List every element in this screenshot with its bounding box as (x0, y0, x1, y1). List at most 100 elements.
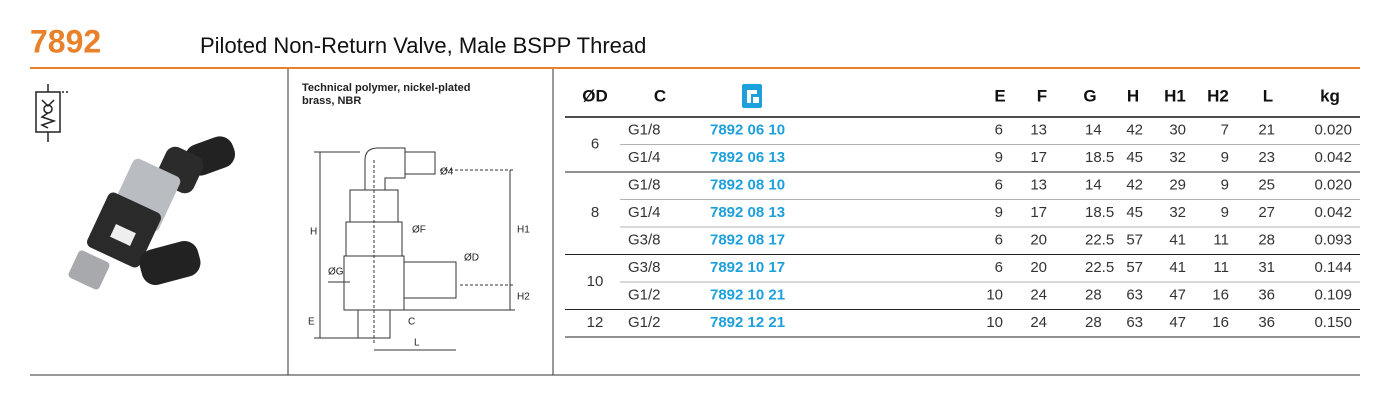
table-cell: G1/2 (628, 314, 661, 331)
table-cell: 14 (1085, 122, 1102, 139)
order-code: 7892 06 13 (710, 149, 785, 166)
table-cell: 29 (1169, 177, 1186, 194)
order-code: 7892 08 10 (710, 177, 785, 194)
table-cell: 6 (995, 122, 1003, 139)
table-cell: 20 (1030, 232, 1047, 249)
table-cell: 24 (1030, 287, 1047, 304)
table-cell: 0.020 (1314, 177, 1352, 194)
table-cell: 32 (1169, 149, 1186, 166)
table-cell: G1/8 (628, 177, 661, 194)
order-code: 7892 08 13 (710, 204, 785, 221)
product-code: 7892 (30, 23, 101, 59)
technical-drawing (314, 147, 515, 351)
table-cell: 9 (1221, 149, 1229, 166)
table-cell: 13 (1030, 122, 1047, 139)
table-cell: 16 (1212, 314, 1229, 331)
dimension-label: C (408, 317, 415, 328)
od-cell: 8 (591, 204, 599, 221)
column-header: E (994, 86, 1005, 105)
order-code: 7892 10 21 (710, 287, 785, 304)
table-cell: 57 (1126, 232, 1143, 249)
table-cell: G3/8 (628, 232, 661, 249)
table-cell: 0.144 (1314, 259, 1352, 276)
order-code: 7892 06 10 (710, 122, 785, 139)
table-cell: 31 (1258, 259, 1275, 276)
order-code: 7892 12 21 (710, 314, 785, 331)
table-cell: 28 (1085, 314, 1102, 331)
column-header: C (654, 86, 666, 105)
column-header: ØD (582, 86, 608, 105)
table-cell: 9 (995, 204, 1003, 221)
table-cell: 36 (1258, 287, 1275, 304)
dimension-label: ØF (412, 225, 426, 236)
table-cell: G1/4 (628, 204, 661, 221)
table-cell: 24 (1030, 314, 1047, 331)
table-cell: 45 (1126, 204, 1143, 221)
table-cell: 6 (995, 232, 1003, 249)
table-cell: 28 (1258, 232, 1275, 249)
dimension-label: H1 (517, 225, 530, 236)
table-cell: 6 (995, 259, 1003, 276)
column-header: H1 (1164, 86, 1186, 105)
order-code: 7892 08 17 (710, 232, 785, 249)
code-column-icon (742, 84, 762, 108)
table-cell: 47 (1169, 314, 1186, 331)
table-cell: 32 (1169, 204, 1186, 221)
table-cell: 30 (1169, 122, 1186, 139)
column-header: H2 (1207, 86, 1229, 105)
material-line: Technical polymer, nickel-plated (302, 82, 471, 94)
column-header: H (1127, 86, 1139, 105)
table-cell: 0.109 (1314, 287, 1352, 304)
od-cell: 6 (591, 135, 599, 152)
table-cell: 17 (1030, 149, 1047, 166)
table-cell: 36 (1258, 314, 1275, 331)
table-cell: 0.042 (1314, 204, 1352, 221)
table-cell: 10 (986, 314, 1003, 331)
table-cell: 11 (1213, 259, 1229, 276)
column-header: L (1263, 86, 1273, 105)
table-cell: 7 (1221, 122, 1229, 139)
table-cell: 9 (1221, 177, 1229, 194)
dimension-label: L (414, 338, 420, 349)
table-cell: 0.042 (1314, 149, 1352, 166)
dimension-label: E (308, 317, 315, 328)
dimension-label: H2 (517, 292, 530, 303)
table-cell: G1/8 (628, 122, 661, 139)
table-cell: 17 (1030, 204, 1047, 221)
table-cell: 16 (1212, 287, 1229, 304)
product-title: Piloted Non-Return Valve, Male BSPP Thre… (200, 33, 646, 58)
column-header: G (1083, 86, 1096, 105)
dimension-label: ØG (328, 267, 344, 278)
table-cell: 27 (1258, 204, 1275, 221)
table-cell: 28 (1085, 287, 1102, 304)
od-cell: 12 (587, 314, 604, 331)
table-cell: 45 (1126, 149, 1143, 166)
dimension-label: H (310, 227, 317, 238)
table-cell: 6 (995, 177, 1003, 194)
column-header: F (1037, 86, 1047, 105)
material-line: brass, NBR (302, 95, 361, 107)
table-cell: 20 (1030, 259, 1047, 276)
table-cell: 22.5 (1085, 232, 1114, 249)
table-cell: 22.5 (1085, 259, 1114, 276)
table-cell: 9 (1221, 204, 1229, 221)
table-cell: G1/2 (628, 287, 661, 304)
order-code: 7892 10 17 (710, 259, 785, 276)
table-cell: 63 (1126, 287, 1143, 304)
table-cell: 57 (1126, 259, 1143, 276)
table-cell: 21 (1258, 122, 1275, 139)
table-cell: 13 (1030, 177, 1047, 194)
table-cell: 9 (995, 149, 1003, 166)
table-cell: G3/8 (628, 259, 661, 276)
table-cell: 10 (986, 287, 1003, 304)
table-cell: 11 (1213, 232, 1229, 249)
dimension-label: Ø4 (440, 167, 454, 178)
table-cell: 47 (1169, 287, 1186, 304)
table-cell: 18.5 (1085, 204, 1114, 221)
table-cell: 0.020 (1314, 122, 1352, 139)
table-cell: 41 (1169, 232, 1186, 249)
table-cell: 42 (1126, 177, 1143, 194)
table-cell: G1/4 (628, 149, 661, 166)
table-cell: 25 (1258, 177, 1275, 194)
